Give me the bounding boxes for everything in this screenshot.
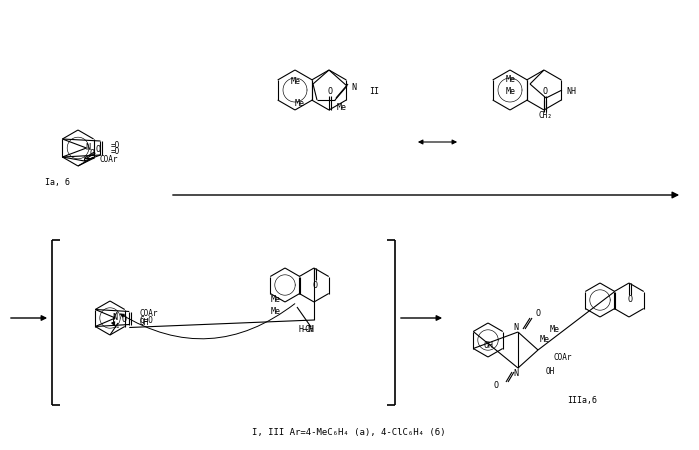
Text: Me: Me (271, 294, 281, 303)
Text: Me: Me (291, 76, 301, 86)
Text: Me: Me (506, 75, 516, 84)
Text: Me: Me (506, 86, 516, 95)
Text: OH: OH (139, 318, 148, 327)
Text: O: O (312, 280, 317, 289)
Text: N: N (113, 314, 117, 323)
Text: NH: NH (566, 87, 576, 96)
Text: IIIa,б: IIIa,б (567, 396, 597, 405)
Text: I, III Ar=4-MeC₆H₄ (a), 4-ClC₆H₄ (б): I, III Ar=4-MeC₆H₄ (a), 4-ClC₆H₄ (б) (252, 428, 446, 436)
Text: Me: Me (337, 104, 347, 112)
Text: ••: •• (113, 324, 120, 329)
Text: COAr: COAr (554, 354, 572, 363)
Text: Me: Me (550, 325, 560, 334)
Text: =O: =O (110, 147, 120, 156)
Text: N: N (351, 84, 356, 93)
Text: COAr: COAr (99, 154, 117, 163)
Text: O: O (628, 296, 633, 305)
Text: OH: OH (546, 368, 555, 377)
Text: O: O (89, 148, 94, 157)
Text: Me: Me (540, 336, 550, 345)
Text: =O: =O (110, 140, 120, 149)
Text: N: N (514, 323, 519, 332)
Text: Ia, б: Ia, б (45, 177, 70, 186)
Text: O: O (328, 87, 333, 96)
Text: COAr: COAr (139, 309, 158, 318)
Text: O: O (542, 87, 547, 96)
Text: CH₂: CH₂ (538, 112, 552, 121)
Text: II: II (369, 87, 379, 96)
Text: O: O (122, 315, 127, 324)
Text: CH: CH (304, 324, 314, 333)
Text: Me: Me (295, 99, 305, 108)
Text: O: O (96, 145, 101, 154)
Text: Me: Me (271, 306, 281, 315)
Text: O: O (535, 310, 540, 319)
Text: N: N (514, 369, 519, 378)
Text: C=O: C=O (139, 316, 153, 325)
Text: OH: OH (483, 342, 493, 351)
Text: N: N (85, 144, 90, 153)
Text: O: O (493, 382, 498, 391)
Text: H–N: H–N (298, 324, 313, 333)
